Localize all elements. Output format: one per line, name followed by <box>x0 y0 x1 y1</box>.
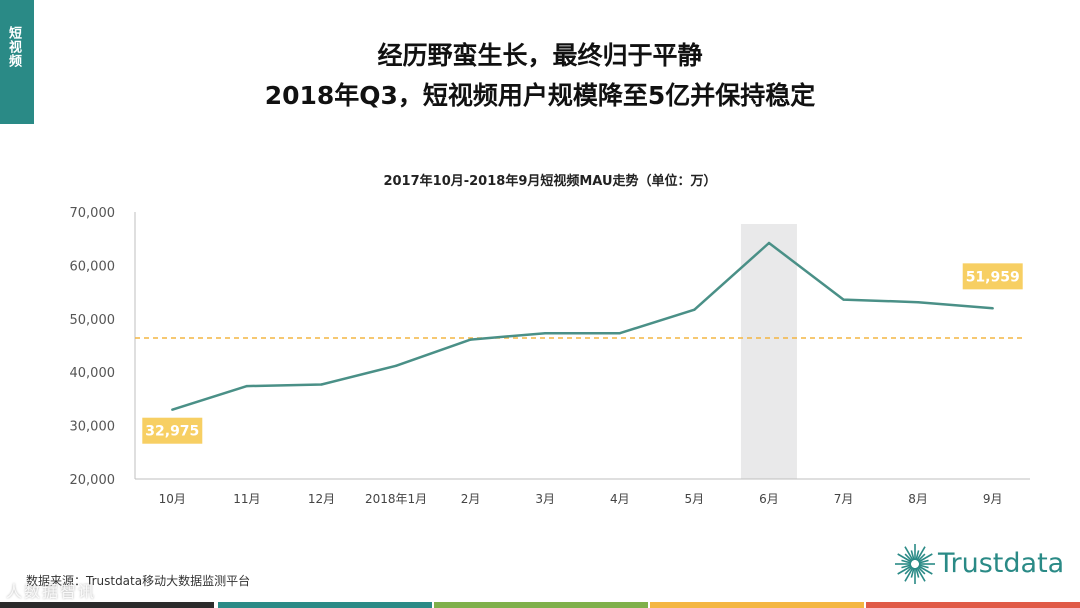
logo-ray <box>918 564 929 569</box>
page-title: 经历野蛮生长，最终归于平静 <box>377 41 703 70</box>
data-point <box>394 364 398 367</box>
watermark-text: 人数据智讯 <box>6 582 97 601</box>
highlight-band <box>740 224 797 479</box>
bottom-color-segment <box>650 602 864 608</box>
logo-text: Trustdata <box>938 548 1065 579</box>
data-point <box>618 332 621 335</box>
y-tick-label: 70,000 <box>70 206 116 221</box>
bottom-color-segment <box>0 602 214 608</box>
x-tick-label: 9月 <box>983 492 1003 506</box>
x-tick-label: 3月 <box>535 492 555 506</box>
logo-ray <box>918 565 933 575</box>
data-point <box>842 298 845 301</box>
data-label-box <box>142 417 203 444</box>
logo-ray <box>917 566 926 575</box>
y-tick-label: 30,000 <box>70 420 116 435</box>
data-point <box>544 332 547 335</box>
bottom-color-segment <box>434 602 648 608</box>
logo-ray <box>901 559 912 564</box>
x-tick-label: 12月 <box>308 492 335 506</box>
data-source-note: 数据来源：Trustdata移动大数据监测平台 <box>26 574 251 588</box>
logo-ray <box>910 550 915 561</box>
trustdata-burst-icon <box>895 544 935 584</box>
logo-ray <box>918 553 933 563</box>
y-tick-label: 20,000 <box>70 473 116 488</box>
x-tick-label: 11月 <box>233 492 260 506</box>
y-tick-label: 50,000 <box>70 313 116 328</box>
section-tab: 短视频 <box>0 0 34 124</box>
logo-ray <box>904 546 914 561</box>
y-tick-label: 40,000 <box>70 366 116 381</box>
bottom-color-segment <box>866 602 1080 608</box>
logo-ray <box>904 567 914 582</box>
logo-ray <box>897 565 912 575</box>
mau-series-line <box>171 241 993 411</box>
x-tick-label: 2018年1月 <box>365 492 427 506</box>
data-point <box>767 241 771 245</box>
section-tab-label: 短视频 <box>6 26 21 68</box>
logo-ray <box>917 553 926 562</box>
logo-ray <box>904 553 913 562</box>
data-point <box>916 301 920 304</box>
x-tick-label: 4月 <box>610 492 630 506</box>
mau-line-chart: 20,000 30,000 40,000 50,000 60,000 70,000 10月 1… <box>70 206 1030 506</box>
y-tick-label: 60,000 <box>70 259 116 274</box>
logo-ray <box>916 546 926 561</box>
data-point <box>245 384 249 388</box>
logo-ray <box>901 564 912 569</box>
logo-ray <box>915 550 920 561</box>
data-point <box>320 383 323 386</box>
x-tick-label: 8月 <box>908 492 928 506</box>
data-point <box>991 307 994 310</box>
data-label-box <box>962 263 1023 290</box>
x-tick-label: 7月 <box>834 492 854 506</box>
logo-ray <box>904 566 913 575</box>
logo-ray <box>910 567 915 578</box>
logo-ray <box>918 559 929 564</box>
bottom-color-bar <box>0 602 1080 608</box>
bottom-color-segment <box>218 602 432 608</box>
page-subtitle: 2018年Q3，短视频用户规模降至5亿并保持稳定 <box>264 81 816 110</box>
x-tick-label: 5月 <box>685 492 705 506</box>
data-label: 51,959 <box>966 269 1020 285</box>
data-point <box>171 408 174 411</box>
logo-ray <box>897 553 912 563</box>
x-tick-label: 2月 <box>461 492 481 506</box>
data-point <box>693 308 696 311</box>
chart-title: 2017年10月-2018年9月短视频MAU走势（单位：万） <box>383 174 717 189</box>
x-tick-label: 10月 <box>159 492 186 506</box>
logo-ray <box>916 567 926 582</box>
data-label: 32,975 <box>145 424 199 440</box>
logo-ray <box>915 567 920 578</box>
x-tick-label: 6月 <box>759 492 779 506</box>
trustdata-logo: Trustdata <box>892 536 1074 594</box>
data-point <box>469 338 472 341</box>
